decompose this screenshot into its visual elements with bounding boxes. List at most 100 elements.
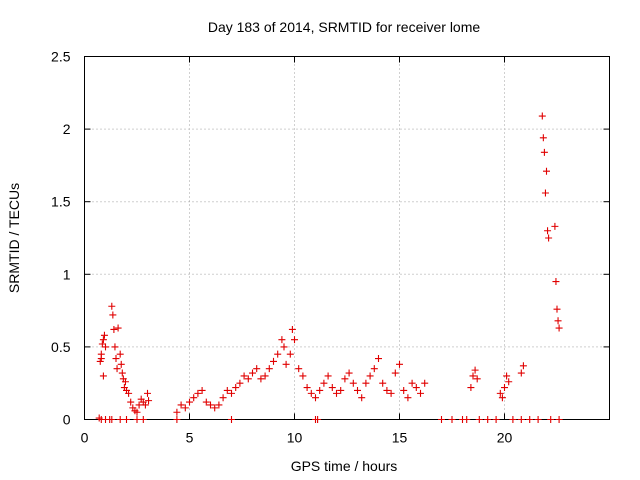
data-point	[295, 365, 303, 373]
data-point	[396, 360, 403, 368]
data-point	[100, 331, 108, 339]
data-point	[270, 357, 277, 365]
data-point	[333, 389, 340, 397]
data-point	[123, 416, 130, 423]
data-point	[448, 416, 456, 423]
data-point	[139, 416, 147, 423]
data-point	[253, 365, 261, 373]
data-point	[280, 343, 288, 351]
data-point	[370, 365, 378, 373]
data-point	[116, 416, 124, 423]
data-points	[95, 112, 563, 423]
data-point	[108, 416, 116, 423]
data-point	[517, 369, 525, 377]
data-point	[366, 372, 374, 380]
data-point	[503, 372, 511, 380]
data-point	[471, 366, 479, 374]
data-point	[181, 404, 189, 412]
data-point	[117, 360, 125, 368]
data-point	[113, 365, 121, 373]
data-point	[505, 378, 513, 386]
data-point	[463, 416, 471, 423]
y-tick-labels: 0 0.5 1 1.5 2 2.5	[51, 49, 71, 428]
data-point	[97, 355, 105, 363]
data-point	[547, 416, 555, 423]
data-point	[194, 389, 202, 397]
data-point	[538, 112, 546, 120]
data-point	[404, 394, 412, 402]
data-point	[467, 384, 475, 392]
data-point	[135, 401, 143, 409]
data-point	[291, 336, 298, 344]
data-point	[198, 386, 206, 394]
data-point	[228, 416, 235, 423]
data-point	[133, 408, 141, 416]
data-point	[554, 317, 562, 325]
x-tick-label: 0	[81, 430, 89, 446]
data-point	[400, 386, 408, 394]
data-point	[228, 389, 235, 397]
data-point	[211, 404, 219, 412]
data-point	[307, 389, 315, 397]
data-point	[232, 384, 240, 392]
data-point	[219, 394, 227, 402]
chart-title: Day 183 of 2014, SRMTID for receiver lom…	[208, 19, 481, 35]
data-point	[362, 379, 370, 387]
data-point	[288, 325, 296, 333]
data-point	[286, 350, 294, 358]
data-point	[492, 416, 500, 423]
data-point	[316, 386, 324, 394]
data-point	[223, 386, 231, 394]
data-point	[109, 311, 117, 319]
data-point	[345, 369, 353, 377]
data-point	[173, 408, 181, 416]
data-point	[177, 401, 185, 409]
data-point	[544, 227, 552, 235]
x-axis-label: GPS time / hours	[291, 458, 398, 474]
data-point	[312, 394, 319, 402]
data-point	[99, 336, 107, 344]
data-point	[543, 167, 550, 175]
y-tick-label: 0	[63, 412, 71, 428]
data-point	[551, 222, 559, 230]
data-point	[257, 375, 265, 383]
data-point	[282, 360, 290, 368]
data-point	[186, 398, 193, 406]
data-point	[261, 372, 269, 380]
data-point	[553, 305, 561, 313]
data-point	[112, 355, 120, 363]
data-point	[341, 375, 349, 383]
data-point	[96, 357, 104, 365]
y-tick-label: 0.5	[51, 339, 71, 355]
data-point	[379, 379, 387, 387]
data-point	[127, 398, 135, 406]
data-point	[274, 350, 282, 358]
data-point	[417, 389, 424, 397]
data-point	[215, 401, 223, 409]
data-point	[408, 379, 416, 387]
data-point	[375, 355, 382, 363]
data-point	[116, 350, 124, 358]
data-point	[314, 416, 322, 423]
data-point	[545, 234, 553, 242]
data-point	[526, 416, 534, 423]
data-point	[354, 386, 361, 394]
data-point	[118, 369, 126, 377]
y-tick-label: 2.5	[51, 49, 71, 65]
data-point	[358, 394, 366, 402]
data-point	[108, 302, 116, 310]
data-point	[244, 375, 252, 383]
data-point	[421, 379, 429, 387]
plot-frame	[84, 56, 610, 420]
data-point	[501, 384, 508, 392]
data-point	[145, 397, 153, 405]
data-point	[125, 389, 133, 397]
data-point	[190, 394, 198, 402]
data-point	[141, 401, 149, 409]
data-point	[202, 398, 210, 406]
data-point	[469, 372, 477, 380]
data-point	[320, 379, 328, 387]
data-point	[324, 372, 332, 380]
data-point	[541, 189, 549, 197]
data-point	[383, 386, 391, 394]
